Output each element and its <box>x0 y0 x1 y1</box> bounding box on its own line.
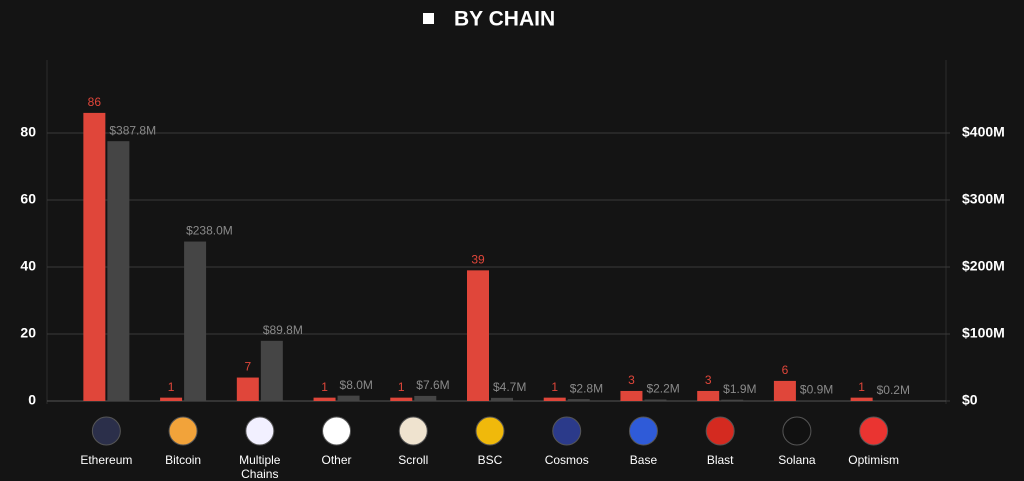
value-label: $0.9M <box>800 383 833 397</box>
bar <box>83 113 105 401</box>
x-tick-label: Optimism <box>841 453 907 467</box>
chain-icon <box>783 417 811 445</box>
x-tick-label: Ethereum <box>73 453 139 467</box>
x-tick-label: Bitcoin <box>150 453 216 467</box>
chain-icon <box>860 417 888 445</box>
bar <box>467 270 489 401</box>
bar <box>414 396 436 401</box>
y-tick-label: 60 <box>20 191 36 207</box>
chart-title: BY CHAIN <box>454 8 555 31</box>
value-label: 1 <box>551 380 558 394</box>
bar <box>390 398 412 401</box>
chain-icon <box>169 417 197 445</box>
y-tick-label: 80 <box>20 124 36 140</box>
chain-icon <box>92 417 120 445</box>
y2-tick-label: $200M <box>962 258 1005 274</box>
bar <box>697 391 719 401</box>
value-label: $89.8M <box>263 323 303 337</box>
x-tick-label: Solana <box>764 453 830 467</box>
value-label: $238.0M <box>186 224 233 238</box>
bar <box>491 398 513 401</box>
y2-tick-label: $300M <box>962 191 1005 207</box>
title-marker <box>423 13 434 24</box>
bar <box>338 396 360 401</box>
y-tick-label: 0 <box>28 392 36 408</box>
chain-icon <box>629 417 657 445</box>
bar <box>184 242 206 401</box>
value-label: 1 <box>398 380 405 394</box>
bar <box>568 399 590 401</box>
y2-tick-label: $100M <box>962 325 1005 341</box>
x-tick-label: Cosmos <box>534 453 600 467</box>
bar <box>261 341 283 401</box>
bar <box>544 398 566 401</box>
value-label: 7 <box>244 360 251 374</box>
bar <box>237 378 259 401</box>
bar <box>721 400 743 401</box>
chain-icon <box>476 417 504 445</box>
x-tick-label: Other <box>304 453 370 467</box>
value-label: 39 <box>471 253 485 267</box>
y-tick-label: 40 <box>20 258 36 274</box>
value-label: $0.2M <box>877 383 910 397</box>
x-tick-label: Multiple Chains <box>227 453 293 481</box>
bar <box>314 398 336 401</box>
bar <box>851 398 873 401</box>
value-label: $2.8M <box>570 381 603 395</box>
chain-icon <box>399 417 427 445</box>
value-label: 3 <box>705 373 712 387</box>
value-label: 86 <box>88 95 102 109</box>
x-tick-label: Base <box>610 453 676 467</box>
y-tick-label: 20 <box>20 325 36 341</box>
bar <box>798 400 820 401</box>
x-tick-label: BSC <box>457 453 523 467</box>
bar <box>620 391 642 401</box>
y2-tick-label: $0 <box>962 392 978 408</box>
y2-tick-label: $400M <box>962 124 1005 140</box>
chain-icon <box>706 417 734 445</box>
value-label: $1.9M <box>723 382 756 396</box>
bar <box>644 400 666 401</box>
value-label: $7.6M <box>416 378 449 392</box>
bar <box>107 141 129 401</box>
x-tick-label: Scroll <box>380 453 446 467</box>
chain-icon <box>553 417 581 445</box>
value-label: 3 <box>628 373 635 387</box>
value-label: 6 <box>782 363 789 377</box>
chain-icon <box>246 417 274 445</box>
bar <box>774 381 796 401</box>
value-label: 1 <box>321 380 328 394</box>
chain-icon <box>323 417 351 445</box>
value-label: $2.2M <box>646 382 679 396</box>
value-label: 1 <box>168 380 175 394</box>
bar <box>160 398 182 401</box>
value-label: $8.0M <box>340 378 373 392</box>
value-label: $4.7M <box>493 380 526 394</box>
value-label: $387.8M <box>109 123 156 137</box>
value-label: 1 <box>858 380 865 394</box>
x-tick-label: Blast <box>687 453 753 467</box>
